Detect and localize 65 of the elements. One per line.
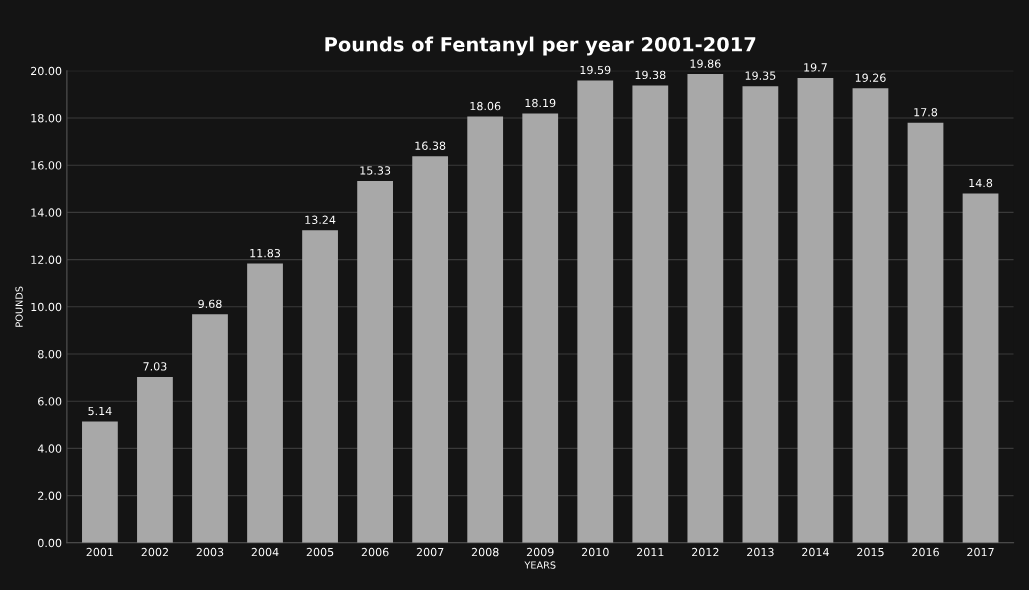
bar <box>302 230 338 543</box>
x-tick-label: 2012 <box>692 547 719 557</box>
x-tick-label: 2010 <box>581 547 609 557</box>
x-tick-label: 2016 <box>912 547 939 557</box>
data-label: 7.03 <box>143 362 167 371</box>
bar <box>82 421 118 543</box>
y-tick-label: 20.00 <box>31 66 62 76</box>
y-tick-label: 2.00 <box>38 491 62 500</box>
x-tick-label: 2003 <box>196 547 224 557</box>
bar <box>577 80 614 543</box>
bar <box>357 181 393 543</box>
y-tick-label: 8.00 <box>38 349 62 359</box>
data-label: 15.33 <box>360 166 391 175</box>
data-label: 17.8 <box>914 108 938 117</box>
data-label: 18.19 <box>525 98 556 108</box>
y-axis-title: POUNDS <box>15 286 23 327</box>
data-label: 19.59 <box>580 65 611 75</box>
chart-title: Pounds of Fentanyl per year 2001-2017 <box>325 36 756 56</box>
bar <box>247 263 283 543</box>
data-label: 19.35 <box>745 71 776 80</box>
x-tick-label: 2001 <box>86 547 114 557</box>
bar <box>742 86 779 543</box>
x-tick-label: 2009 <box>526 547 554 557</box>
bar <box>467 116 504 543</box>
x-tick-label: 2011 <box>636 547 664 557</box>
x-tick-label: 2014 <box>802 547 829 557</box>
bar <box>907 122 944 543</box>
data-label: 19.26 <box>855 73 886 82</box>
y-tick-label: 6.00 <box>38 397 62 406</box>
y-tick-label: 4.00 <box>37 444 62 453</box>
bar <box>192 314 228 543</box>
y-tick-label: 16.00 <box>31 161 62 170</box>
x-tick-label: 2013 <box>747 547 774 557</box>
y-tick-label: 0.00 <box>38 538 62 548</box>
bar <box>522 113 559 543</box>
data-label: 11.83 <box>250 248 281 258</box>
data-label: 9.68 <box>198 299 222 309</box>
x-tick-label: 2017 <box>967 547 994 557</box>
data-label: 19.38 <box>635 70 666 80</box>
bar <box>137 376 173 543</box>
data-label: 16.38 <box>415 141 446 150</box>
bar <box>962 193 999 543</box>
y-tick-label: 12.00 <box>31 255 62 264</box>
data-label: 14.8 <box>969 178 993 188</box>
data-label: 13.24 <box>305 215 336 225</box>
x-tick-label: 2006 <box>361 547 389 557</box>
bar <box>797 77 834 543</box>
x-tick-label: 2002 <box>141 547 168 557</box>
x-tick-label: 2005 <box>306 547 334 557</box>
bar <box>632 85 669 543</box>
data-label: 18.06 <box>470 101 501 111</box>
x-tick-label: 2008 <box>471 547 499 557</box>
data-label: 19.86 <box>690 59 721 68</box>
bar <box>687 74 724 543</box>
bar <box>852 88 889 543</box>
bar <box>412 156 449 543</box>
data-label: 5.14 <box>88 406 112 416</box>
y-tick-label: 18.00 <box>31 113 62 123</box>
x-tick-label: 2007 <box>416 547 444 557</box>
x-tick-label: 2004 <box>251 547 279 557</box>
x-tick-label: 2015 <box>857 547 884 557</box>
data-label: 19.7 <box>804 63 827 72</box>
y-tick-label: 10.00 <box>31 302 62 312</box>
y-tick-label: 14.00 <box>31 208 62 217</box>
x-axis-title: YEARS <box>524 561 556 569</box>
